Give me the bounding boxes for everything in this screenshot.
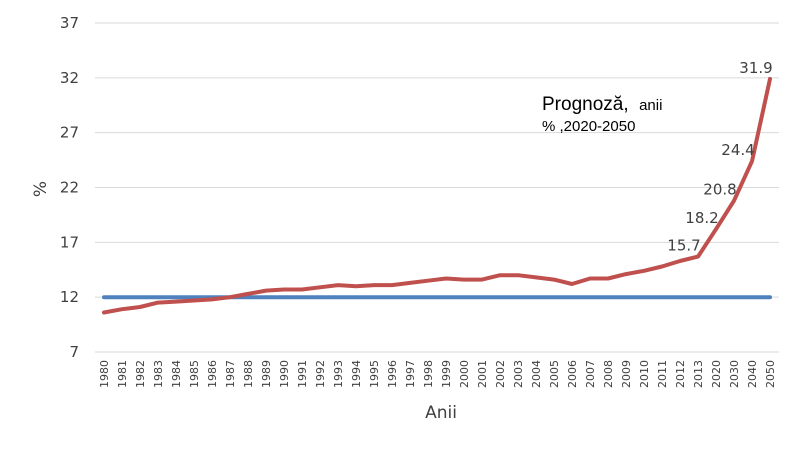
x-tick-label: 1993	[332, 360, 345, 388]
gridlines	[95, 22, 779, 353]
x-tick-label: 1996	[386, 360, 399, 388]
x-tick-label: 1991	[296, 360, 309, 388]
x-tick-label: 2002	[494, 360, 507, 388]
data-label: 20.8	[703, 181, 736, 199]
y-axis-title: %	[31, 181, 51, 197]
y-tick-label: 17	[60, 233, 79, 251]
x-tick-label: 2013	[692, 360, 705, 388]
forecast-annotation: Prognoză, anii % ,2020-2050	[542, 94, 662, 135]
x-tick-label: 2003	[512, 360, 525, 388]
annotation-small: anii	[639, 97, 662, 114]
y-tick-label: 7	[69, 343, 79, 361]
annotation-line-2: % ,2020-2050	[542, 118, 635, 135]
data-label: 15.7	[667, 237, 700, 255]
series-lines	[102, 76, 772, 315]
annotation-line-1: Prognoză, anii	[542, 94, 662, 115]
x-tick-label: 2012	[674, 360, 687, 388]
x-tick-label: 2004	[530, 360, 543, 388]
x-tick-label: 1995	[368, 360, 381, 388]
x-tick-label: 2030	[728, 360, 741, 388]
x-tick-label: 1992	[314, 360, 327, 388]
y-tick-label: 27	[60, 124, 79, 142]
y-tick-label: 32	[60, 69, 79, 87]
y-tick-label: 22	[60, 179, 79, 197]
x-tick-label: 2005	[548, 360, 561, 388]
x-tick-label: 1994	[350, 360, 363, 388]
x-tick-label: 2011	[656, 360, 669, 388]
x-tick-label: 2020	[710, 360, 723, 388]
x-tick-label: 1982	[134, 360, 147, 388]
x-tick-label: 1984	[170, 360, 183, 388]
x-tick-label: 1987	[224, 360, 237, 388]
annotation-main: Prognoză,	[542, 94, 629, 115]
x-tick-label: 2007	[584, 360, 597, 388]
x-tick-label: 1980	[98, 360, 111, 388]
x-tick-label: 2001	[476, 360, 489, 388]
x-tick-label: 2008	[602, 360, 615, 388]
series-line-1	[102, 76, 772, 315]
x-tick-labels: 1980 1981 1982 1983 1984 1985 1986 1987 1988 1989…	[98, 360, 777, 388]
x-tick-label: 1998	[422, 360, 435, 388]
x-tick-label: 2040	[746, 360, 759, 388]
y-tick-label: 37	[60, 14, 79, 32]
x-tick-label: 1981	[116, 360, 129, 388]
y-tick-label: 12	[60, 288, 79, 306]
x-tick-label: 1997	[404, 360, 417, 388]
x-tick-label: 2010	[638, 360, 651, 388]
x-tick-label: 1989	[260, 360, 273, 388]
data-label: 24.4	[721, 141, 754, 159]
x-tick-label: 1990	[278, 360, 291, 388]
x-tick-label: 2006	[566, 360, 579, 388]
y-tick-labels: 7 12 17 22 27 32 37	[60, 14, 79, 361]
x-tick-label: 1988	[242, 360, 255, 388]
data-label: 18.2	[685, 209, 718, 227]
x-tick-label: 2009	[620, 360, 633, 388]
x-axis-title: Anii	[425, 403, 457, 423]
x-tick-label: 1999	[440, 360, 453, 388]
x-tick-label: 2000	[458, 360, 471, 388]
x-tick-label: 1983	[152, 360, 165, 388]
x-tick-label: 1986	[206, 360, 219, 388]
x-tick-label: 1985	[188, 360, 201, 388]
data-label: 31.9	[739, 59, 772, 77]
data-labels: 15.7 18.2 20.8 24.4 31.9	[667, 59, 772, 255]
x-tick-label: 2050	[764, 360, 777, 388]
